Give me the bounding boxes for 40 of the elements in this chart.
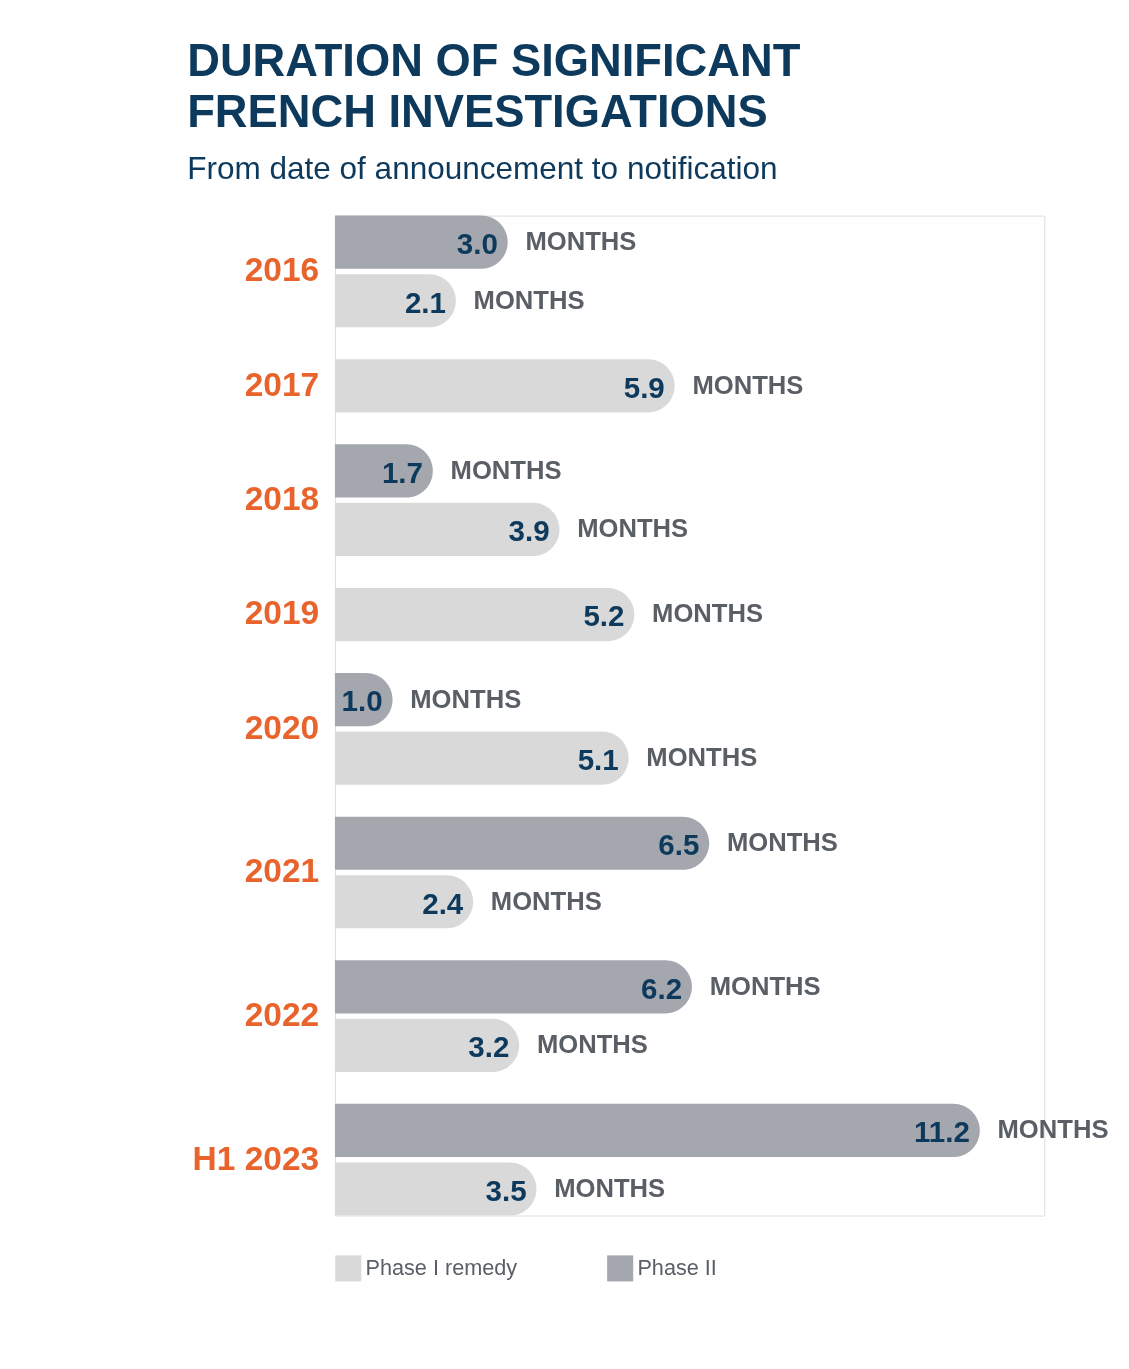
data-label: 3.9 <box>508 514 550 548</box>
data-label: 5.2 <box>583 599 625 633</box>
y-tick-label: 2019 <box>244 594 320 632</box>
data-label: 3.0 <box>456 227 498 261</box>
data-label: 5.1 <box>577 742 619 776</box>
text: MONTHS <box>997 1115 1109 1144</box>
data-label: 5.9 <box>623 370 665 404</box>
data-label: 1.7 <box>381 455 423 489</box>
text: MONTHS <box>577 514 689 543</box>
text: MONTHS <box>490 886 602 915</box>
y-tick-label: 2017 <box>244 365 320 403</box>
y-tick-label: 2020 <box>244 708 320 746</box>
data-label: 11.2 <box>914 1115 970 1149</box>
y-tick-label: 2022 <box>244 995 320 1033</box>
chart-subtitle: From date of announcement to notification <box>187 150 778 187</box>
text: MONTHS <box>652 599 764 628</box>
legend-label: Phase I remedy <box>365 1255 518 1281</box>
text: MONTHS <box>450 455 562 484</box>
text: MONTHS <box>692 370 804 399</box>
y-tick-label: 2021 <box>244 852 320 890</box>
text: MONTHS <box>536 1030 648 1059</box>
data-label: 2.4 <box>422 886 464 920</box>
data-label: 2.1 <box>404 285 447 319</box>
annotation: MONTHS <box>525 227 637 256</box>
y-tick-label: 2018 <box>244 480 320 518</box>
data-label: 3.5 <box>485 1173 527 1207</box>
y-tick-label: H1 2023 <box>192 1139 320 1177</box>
data-label: 6.5 <box>658 828 700 862</box>
text: MONTHS <box>473 285 585 314</box>
text: MONTHS <box>726 828 838 857</box>
text: MONTHS <box>646 743 758 772</box>
chart-title: DURATION OF SIGNIFICANT FRENCH INVESTIGATIONS <box>187 34 801 137</box>
text: MONTHS <box>554 1173 666 1202</box>
text: MONTHS <box>709 971 821 1000</box>
y-tick-label: 2016 <box>244 251 320 289</box>
text: MONTHS <box>410 684 522 713</box>
legend-label: Phase II <box>637 1255 717 1281</box>
data-label: 1.0 <box>341 684 383 718</box>
data-label: 6.2 <box>640 971 683 1005</box>
data-label: 3.2 <box>468 1030 510 1064</box>
